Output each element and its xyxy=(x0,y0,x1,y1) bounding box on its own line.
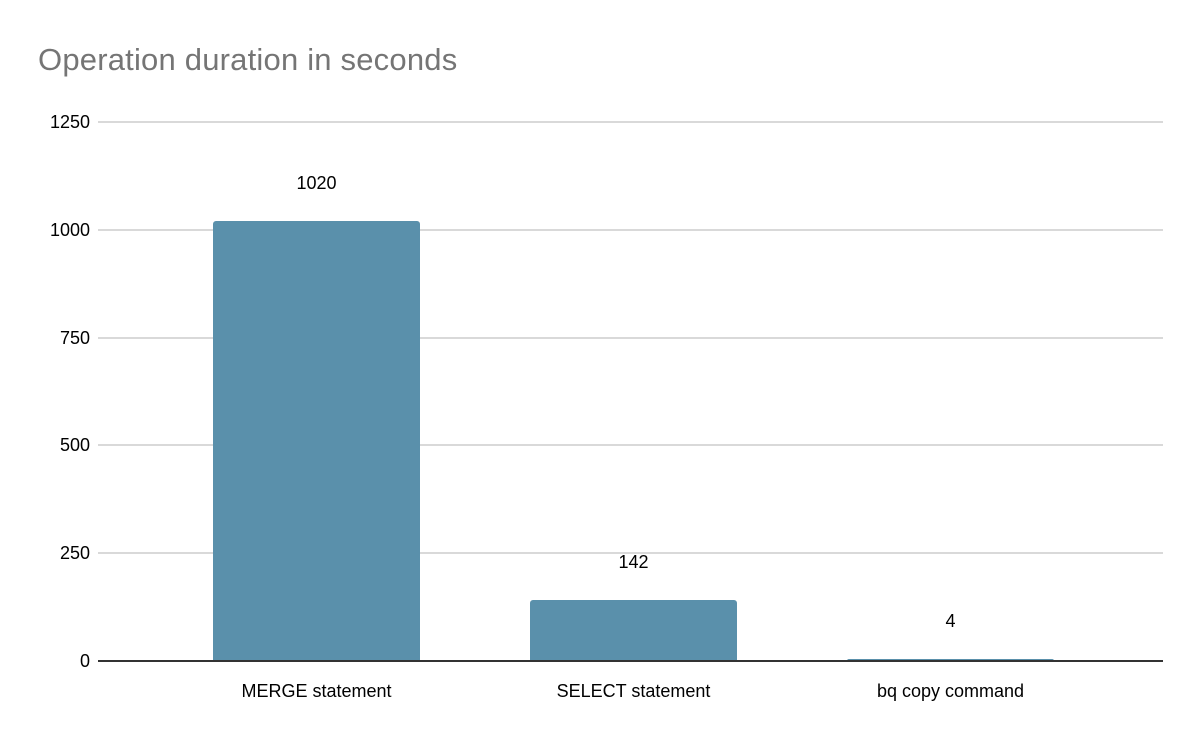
y-tick-label: 1250 xyxy=(49,112,90,132)
bar-value-label: 1020 xyxy=(296,173,337,194)
y-tick-label: 500 xyxy=(59,435,90,456)
y-tick-label: 0 xyxy=(79,651,90,671)
x-axis-line xyxy=(98,660,1163,662)
gridline xyxy=(98,552,1163,555)
y-tick-label: 750 xyxy=(59,327,90,348)
bar-value-label: 4 xyxy=(945,611,956,632)
x-tick-label: SELECT statement xyxy=(556,681,711,701)
x-tick-label: bq copy command xyxy=(876,681,1025,701)
x-tick-label: MERGE statement xyxy=(241,681,392,701)
chart-title: Operation duration in seconds xyxy=(38,42,458,77)
y-tick-label: 1000 xyxy=(49,219,90,240)
bar xyxy=(530,599,737,661)
gridline xyxy=(98,121,1163,123)
gridline xyxy=(98,336,1163,339)
bar-value-label: 142 xyxy=(618,551,649,572)
bar xyxy=(213,221,420,661)
gridline xyxy=(98,444,1163,447)
y-tick-label: 250 xyxy=(59,543,90,564)
gridline xyxy=(98,228,1163,231)
